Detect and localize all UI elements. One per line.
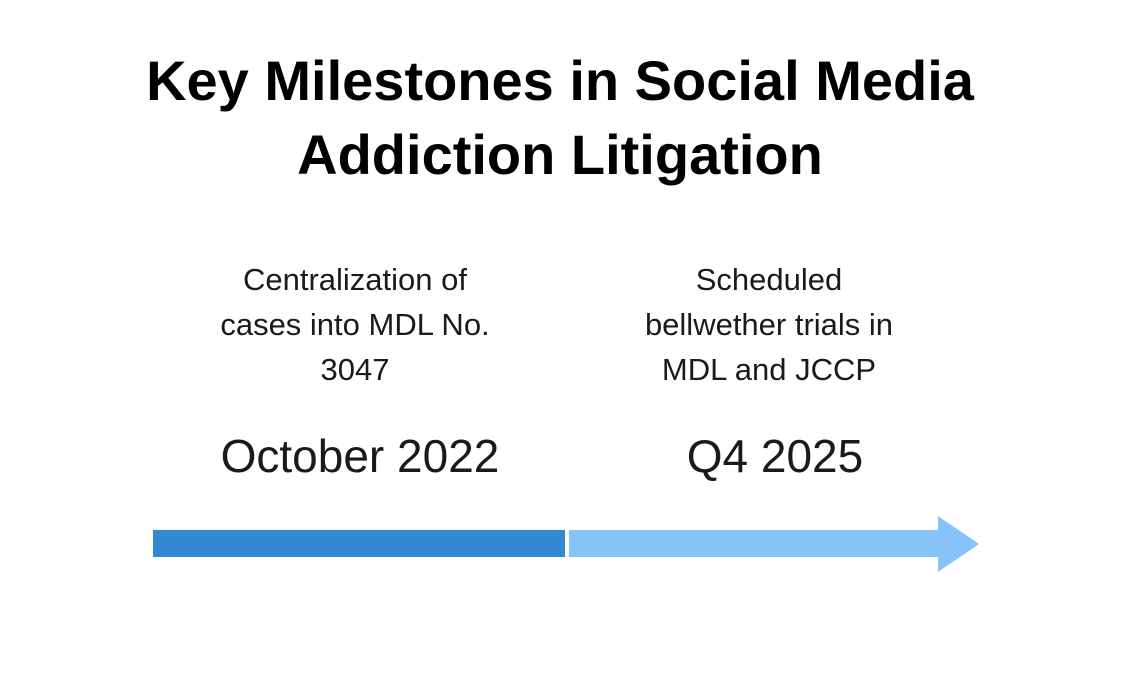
milestone-1-description-line: 3047 [320,352,390,387]
diagram-title: Key Milestones in Social Media Addiction… [0,44,1120,192]
milestone-1-description: Centralization of cases into MDL No. 304… [175,257,535,392]
timeline-segment-1 [153,530,565,557]
title-line-1: Key Milestones in Social Media [146,49,974,112]
milestone-1-description-line: cases into MDL No. [220,307,490,342]
milestone-1-description-line: Centralization of [242,262,467,297]
milestone-2-description-line: bellwether trials in [644,307,894,342]
milestone-2-description: Scheduled bellwether trials in MDL and J… [589,257,949,392]
milestone-1-date: October 2022 [220,430,500,482]
milestone-2-description-line: Scheduled [695,262,843,297]
timeline-arrow [153,516,979,572]
title-line-2: Addiction Litigation [297,123,823,186]
milestone-2-date: Q4 2025 [686,430,864,482]
timeline-segment-2-arrow [569,516,979,572]
milestone-2-description-line: MDL and JCCP [661,352,877,387]
